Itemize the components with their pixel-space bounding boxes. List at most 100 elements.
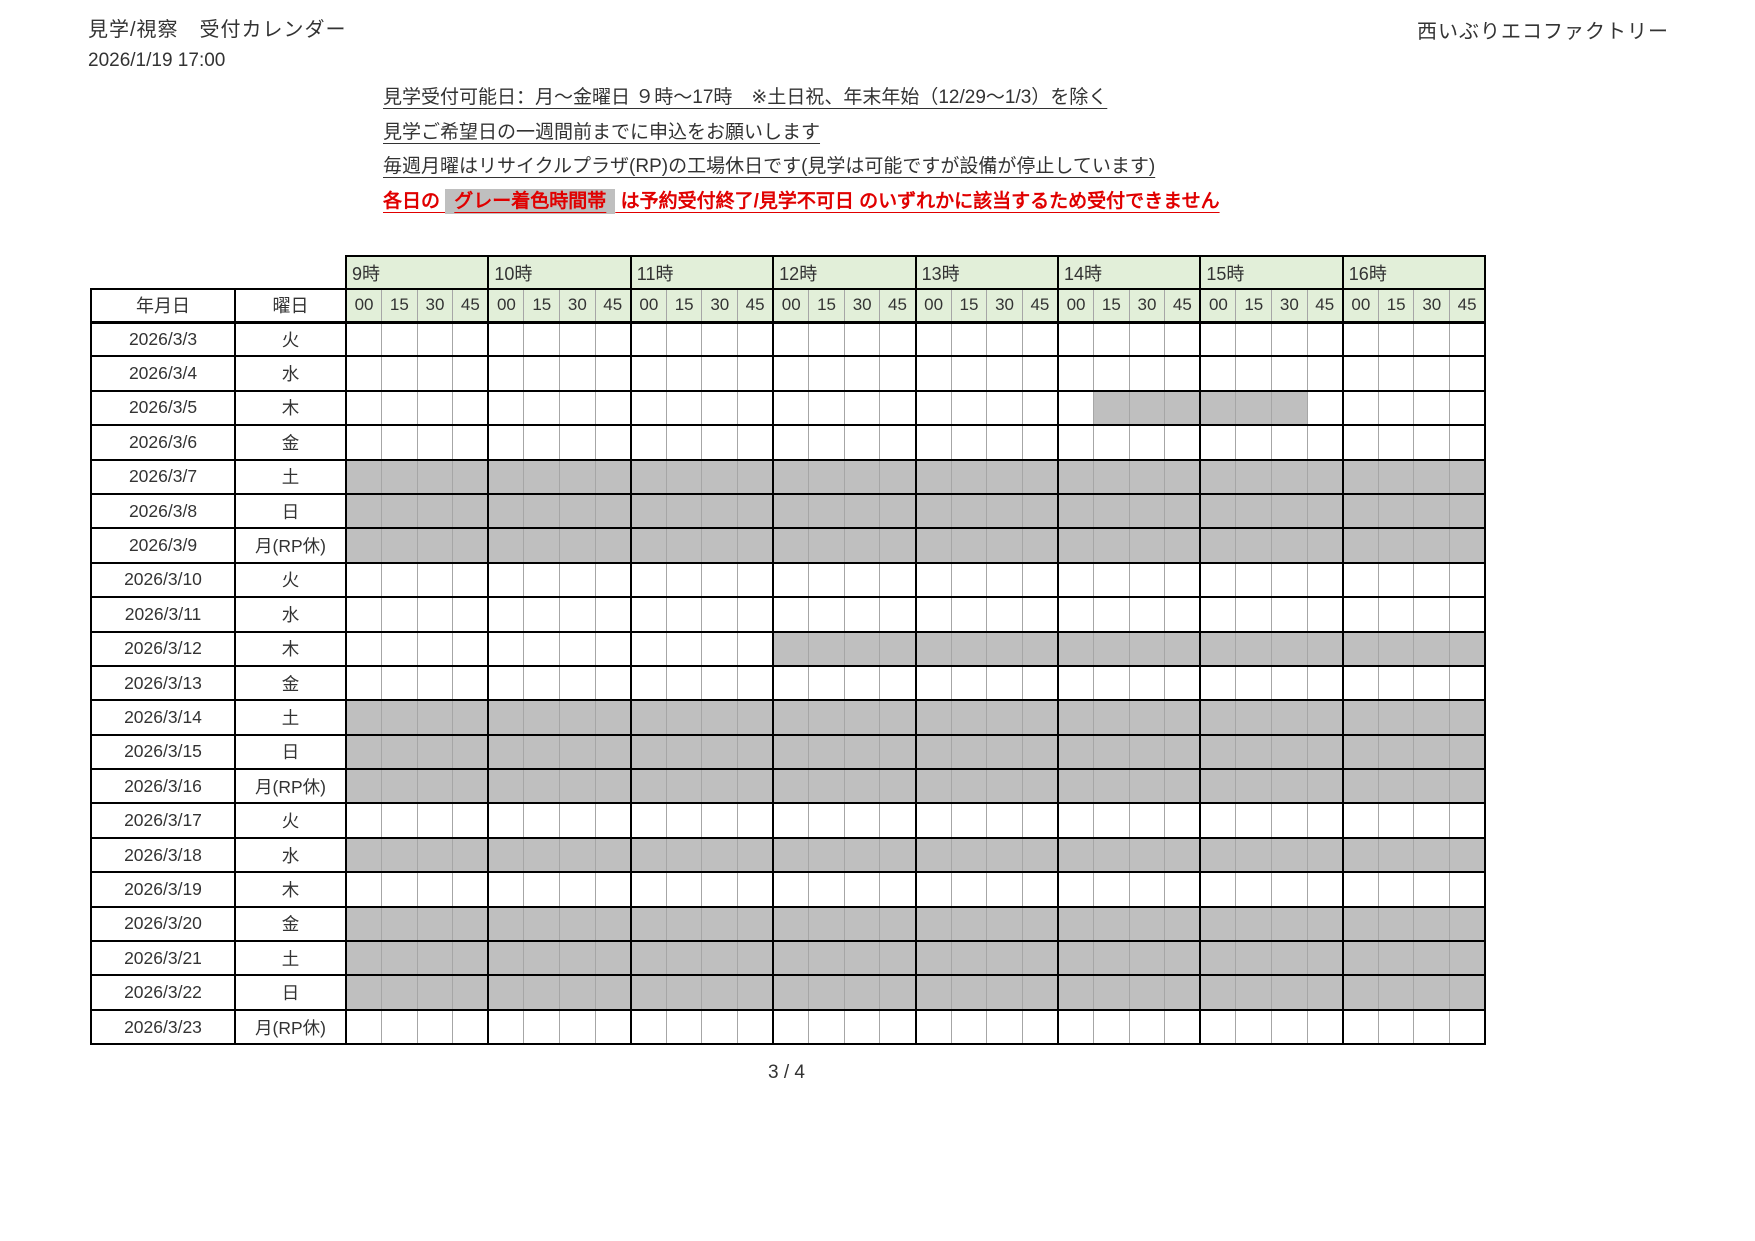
- time-slot: [701, 527, 739, 564]
- time-slot: [737, 596, 774, 633]
- time-slot: [1056, 836, 1095, 874]
- day-cell: 金: [234, 424, 347, 461]
- time-slot: [381, 1008, 418, 1046]
- time-slot: [416, 802, 454, 839]
- time-slot: [1377, 355, 1415, 392]
- time-slot: [559, 527, 596, 564]
- time-slot: [1021, 561, 1059, 599]
- time-slot: [1199, 596, 1237, 633]
- time-slot: [1377, 905, 1415, 943]
- time-slot: [523, 424, 561, 461]
- time-slot: [701, 492, 739, 530]
- time-slot: [737, 802, 774, 839]
- time-slot: [1164, 424, 1201, 461]
- time-slot: [629, 768, 667, 805]
- time-slot: [1341, 355, 1379, 392]
- time-slot: [950, 699, 988, 736]
- time-slot: [523, 630, 561, 667]
- time-slot: [808, 458, 845, 495]
- time-slot: [345, 424, 383, 461]
- time-slot: [808, 355, 845, 392]
- time-slot: [1164, 871, 1201, 908]
- time-slot: [1056, 630, 1095, 667]
- time-slot: [1271, 320, 1308, 358]
- time-slot: [629, 699, 667, 736]
- time-slot: [879, 871, 917, 908]
- time-slot: [594, 699, 632, 736]
- time-slot: [986, 802, 1023, 839]
- time-slot: [1449, 355, 1487, 392]
- time-slot: [808, 596, 845, 633]
- day-cell: 日: [234, 492, 347, 530]
- minute-header: 45: [1306, 288, 1344, 324]
- reception-calendar-table: 9時 10時 11時 12時 13時 14時 15時 16時 年月日 曜日 00 15 30 45 00 15…: [90, 255, 1487, 1046]
- time-slot: [701, 561, 739, 599]
- time-slot: [345, 940, 383, 977]
- time-slot: [843, 492, 881, 530]
- time-slot: [1306, 871, 1344, 908]
- time-slot: [452, 458, 489, 495]
- time-slot: [737, 492, 774, 530]
- minute-header: 30: [701, 288, 739, 324]
- minute-header: 45: [1021, 288, 1059, 324]
- time-slot: [1449, 596, 1487, 633]
- time-slot: [1199, 320, 1237, 358]
- date-cell: 2026/3/5: [90, 389, 236, 427]
- time-slot: [879, 974, 917, 1011]
- time-slot: [772, 458, 810, 495]
- time-slot: [665, 1008, 703, 1046]
- time-slot: [1413, 905, 1451, 943]
- time-slot: [345, 733, 383, 771]
- time-slot: [1164, 940, 1201, 977]
- time-slot: [1021, 424, 1059, 461]
- time-slot: [843, 871, 881, 908]
- time-slot: [1021, 974, 1059, 1011]
- time-slot: [594, 561, 632, 599]
- time-slot: [950, 871, 988, 908]
- time-slot: [1306, 424, 1344, 461]
- time-slot: [701, 630, 739, 667]
- time-slot: [629, 871, 667, 908]
- time-slot: [1128, 389, 1166, 427]
- time-slot: [1164, 836, 1201, 874]
- time-slot: [986, 320, 1023, 358]
- time-slot: [594, 389, 632, 427]
- time-slot: [523, 699, 561, 736]
- minute-header: 00: [772, 288, 810, 324]
- time-slot: [629, 974, 667, 1011]
- time-slot: [843, 836, 881, 874]
- time-slot: [345, 355, 383, 392]
- time-slot: [1377, 561, 1415, 599]
- time-slot: [1164, 389, 1201, 427]
- time-slot: [594, 1008, 632, 1046]
- time-slot: [914, 630, 952, 667]
- note-gray-warning: 各日の グレー着色時間帯 は予約受付終了/見学不可日 のいずれかに該当するため受…: [383, 185, 1220, 220]
- time-slot: [1341, 492, 1379, 530]
- time-slot: [986, 836, 1023, 874]
- time-slot: [559, 355, 596, 392]
- time-slot: [1271, 664, 1308, 702]
- time-slot: [1449, 527, 1487, 564]
- time-slot: [523, 940, 561, 977]
- time-slot: [1199, 664, 1237, 702]
- time-slot: [1056, 596, 1095, 633]
- time-slot: [1199, 974, 1237, 1011]
- note-gray-warning-text: 各日の グレー着色時間帯 は予約受付終了/見学不可日 のいずれかに該当するため受…: [383, 188, 1220, 214]
- time-slot: [1199, 1008, 1237, 1046]
- time-slot: [1093, 630, 1130, 667]
- time-slot: [1056, 458, 1095, 495]
- time-slot: [1341, 802, 1379, 839]
- time-slot: [1271, 527, 1308, 564]
- time-slot: [1449, 424, 1487, 461]
- note-apply-deadline-text: 見学ご希望日の一週間前までに申込をお願いします: [383, 121, 821, 143]
- time-slot: [950, 320, 988, 358]
- time-slot: [843, 320, 881, 358]
- time-slot: [737, 905, 774, 943]
- time-slot: [1128, 699, 1166, 736]
- day-cell: 金: [234, 664, 347, 702]
- time-slot: [452, 320, 489, 358]
- day-cell: 月(RP休): [234, 768, 347, 805]
- time-slot: [737, 768, 774, 805]
- time-slot: [416, 768, 454, 805]
- minute-header: 30: [559, 288, 596, 324]
